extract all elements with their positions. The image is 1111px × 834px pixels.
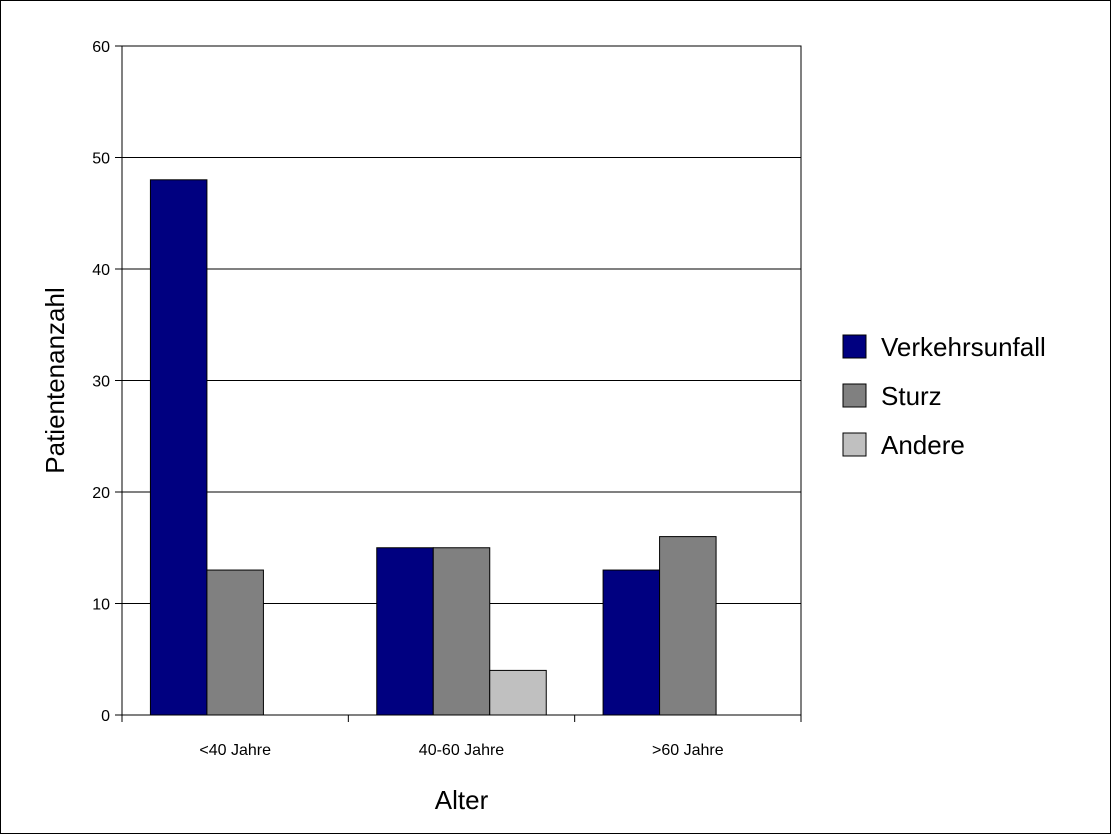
y-tick-label: 40 bbox=[92, 262, 110, 279]
legend-label: Verkehrsunfall bbox=[881, 332, 1046, 362]
x-axis-ticks: <40 Jahre 40-60 Jahre >60 Jahre bbox=[121, 715, 802, 759]
legend: Verkehrsunfall Sturz Andere bbox=[842, 332, 1046, 460]
y-tick-label: 60 bbox=[92, 39, 110, 56]
bar-sturz-0 bbox=[206, 569, 264, 716]
x-tick-label: <40 Jahre bbox=[199, 742, 271, 759]
legend-label: Sturz bbox=[881, 381, 942, 411]
y-tick-label: 50 bbox=[92, 151, 110, 168]
y-axis-title: Patientenanzahl bbox=[40, 287, 70, 473]
bar-verkehrsunfall-0 bbox=[149, 179, 208, 716]
y-tick-label: 20 bbox=[92, 485, 110, 502]
y-tick-label: 10 bbox=[92, 597, 110, 614]
bars bbox=[149, 179, 717, 716]
x-tick-label: >60 Jahre bbox=[652, 742, 724, 759]
legend-swatch bbox=[842, 432, 867, 457]
legend-label: Andere bbox=[881, 430, 965, 460]
legend-swatch bbox=[842, 383, 867, 408]
y-tick-label: 0 bbox=[101, 708, 110, 725]
bar-sturz-2 bbox=[659, 536, 717, 716]
bar-sturz-1 bbox=[432, 547, 491, 716]
y-tick-label: 30 bbox=[92, 374, 110, 391]
bar-verkehrsunfall-2 bbox=[602, 569, 661, 716]
bar-verkehrsunfall-1 bbox=[376, 547, 434, 716]
x-axis-title: Alter bbox=[435, 785, 489, 815]
legend-swatch bbox=[842, 334, 867, 359]
y-axis-ticks: 0 10 20 30 40 50 60 bbox=[92, 39, 122, 725]
x-tick-label: 40-60 Jahre bbox=[419, 742, 504, 759]
bar-andere-1 bbox=[489, 669, 547, 716]
